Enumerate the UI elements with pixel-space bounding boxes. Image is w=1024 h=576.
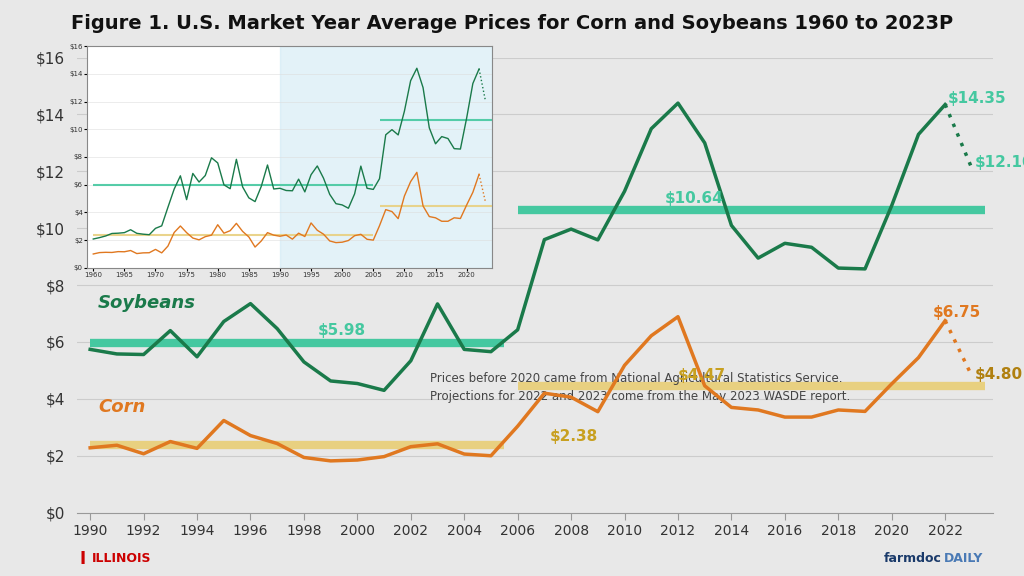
Text: $10.64: $10.64 (665, 191, 723, 206)
Text: $6.75: $6.75 (933, 305, 981, 320)
Text: $4.47: $4.47 (678, 369, 726, 384)
Text: Prices before 2020 came from National Agricultural Statistics Service.
Projectio: Prices before 2020 came from National Ag… (430, 373, 850, 403)
Text: $14.35: $14.35 (948, 91, 1007, 106)
Text: DAILY: DAILY (944, 552, 983, 565)
Text: $4.80: $4.80 (975, 367, 1023, 382)
Text: $2.38: $2.38 (550, 429, 598, 444)
Text: Figure 1. U.S. Market Year Average Prices for Corn and Soybeans 1960 to 2023P: Figure 1. U.S. Market Year Average Price… (71, 14, 953, 33)
Bar (280, 46, 492, 268)
Text: $5.98: $5.98 (317, 324, 366, 339)
Text: Soybeans: Soybeans (98, 294, 197, 312)
Text: I: I (80, 550, 86, 568)
Text: farmdoc: farmdoc (884, 552, 942, 565)
Text: ILLINOIS: ILLINOIS (92, 552, 152, 565)
Text: $12.10: $12.10 (975, 155, 1024, 170)
Text: Corn: Corn (98, 397, 145, 416)
